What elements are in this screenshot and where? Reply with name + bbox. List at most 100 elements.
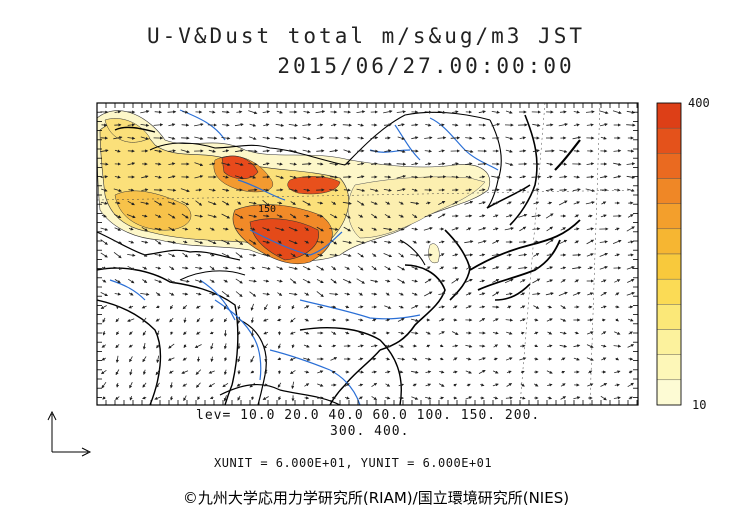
wind-arrow xyxy=(370,344,378,348)
wind-arrow xyxy=(262,162,270,166)
wind-arrow xyxy=(533,266,539,270)
wind-arrow xyxy=(614,253,620,257)
wind-arrow xyxy=(316,291,324,298)
wind-arrow xyxy=(168,370,174,374)
wind-arrow xyxy=(411,370,419,374)
wind-arrow xyxy=(412,240,417,244)
wind-arrow xyxy=(559,175,568,179)
wind-arrow xyxy=(451,175,460,179)
wind-arrow xyxy=(533,383,539,387)
wind-arrow xyxy=(534,344,539,348)
wind-arrow xyxy=(113,266,123,270)
wind-arrow xyxy=(546,279,554,283)
wind-arrow xyxy=(291,381,295,390)
wind-arrow xyxy=(411,162,419,166)
wind-arrow xyxy=(479,292,486,296)
wind-arrow xyxy=(452,344,459,348)
wind-arrow xyxy=(168,175,176,179)
wind-arrow xyxy=(519,149,527,153)
wind-arrow xyxy=(615,357,620,361)
wind-arrow xyxy=(385,279,391,283)
wind-arrow xyxy=(154,396,162,400)
wind-arrow xyxy=(317,162,324,166)
wind-arrow xyxy=(412,214,418,219)
wind-arrow xyxy=(222,175,229,179)
wind-arrow xyxy=(263,279,270,283)
wind-arrow xyxy=(115,369,120,376)
wind-arrow xyxy=(276,110,283,114)
wind-arrow xyxy=(586,331,594,335)
wind-arrow xyxy=(546,226,554,232)
wind-arrow xyxy=(505,162,514,166)
graticule xyxy=(96,102,639,406)
wind-arrow xyxy=(154,149,163,153)
wind-arrow xyxy=(586,123,594,127)
wind-arrow xyxy=(600,175,608,179)
wind-arrow xyxy=(356,200,365,206)
wind-arrow xyxy=(345,305,350,309)
wind-arrow xyxy=(599,240,608,244)
wind-arrow xyxy=(317,370,324,374)
wind-arrow xyxy=(627,344,635,348)
colorbar-max-label: 400 xyxy=(688,96,710,110)
wind-arrow xyxy=(222,227,229,231)
wind-arrow xyxy=(142,266,148,270)
wind-arrow xyxy=(208,382,215,388)
wind-arrow xyxy=(331,396,336,400)
wind-arrow xyxy=(100,252,108,258)
wind-arrow xyxy=(127,162,136,166)
wind-arrow xyxy=(100,227,109,231)
wind-arrow xyxy=(237,395,241,401)
wind-arrow xyxy=(182,227,189,231)
wind-arrow xyxy=(167,357,175,361)
wind-arrow xyxy=(587,383,594,387)
wind-arrow xyxy=(102,279,107,283)
wind-arrow xyxy=(599,110,609,115)
wind-arrow xyxy=(316,265,325,271)
wind-arrow xyxy=(277,343,281,350)
wind-arrow xyxy=(628,396,633,400)
wind-arrow xyxy=(316,240,325,244)
wind-arrow xyxy=(209,110,216,114)
wind-arrow xyxy=(586,253,594,257)
wind-arrow xyxy=(209,279,215,283)
wind-arrow xyxy=(167,213,176,219)
wind-arrow xyxy=(438,149,445,153)
wind-arrow xyxy=(371,265,377,271)
wind-arrow xyxy=(222,188,230,192)
wind-arrow xyxy=(249,123,257,127)
wind-arrow xyxy=(464,240,474,244)
wind-arrow xyxy=(479,305,486,309)
wind-arrow xyxy=(102,396,106,400)
wind-arrow xyxy=(506,253,512,257)
wind-arrow xyxy=(221,239,231,245)
wind-arrow xyxy=(547,305,553,309)
wind-arrow xyxy=(398,292,404,296)
wind-arrow xyxy=(141,226,148,232)
wind-arrow xyxy=(317,123,324,127)
wind-arrow xyxy=(113,188,122,192)
wind-arrow xyxy=(492,201,500,205)
wind-arrow xyxy=(398,201,404,205)
wind-arrow xyxy=(492,318,499,322)
wind-arrow xyxy=(155,162,162,166)
wind-arrow xyxy=(114,214,122,218)
wind-arrow xyxy=(208,370,215,374)
wind-arrow xyxy=(506,175,513,179)
wind-arrow xyxy=(169,266,175,270)
wind-arrow xyxy=(615,292,620,296)
wind-arrow xyxy=(465,136,473,140)
wind-arrow xyxy=(546,266,554,270)
wind-arrow xyxy=(154,253,163,257)
wind-arrow xyxy=(532,149,540,153)
wind-arrow xyxy=(155,266,162,270)
wind-arrow xyxy=(288,226,298,232)
wind-arrow xyxy=(115,396,120,400)
wind-arrow xyxy=(156,382,160,388)
wind-arrow xyxy=(182,110,189,114)
wind-arrow xyxy=(237,331,241,336)
wind-arrow xyxy=(398,305,404,309)
wind-arrow xyxy=(410,253,420,257)
wind-arrow xyxy=(479,279,486,283)
wind-arrow xyxy=(534,318,539,322)
